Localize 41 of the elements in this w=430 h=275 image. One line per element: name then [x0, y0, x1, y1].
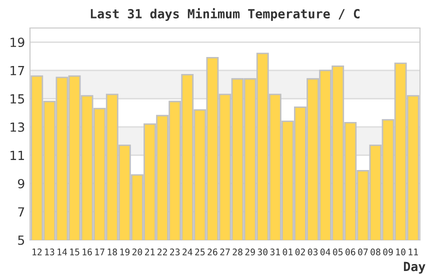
x-tick-label: 29	[245, 248, 255, 256]
y-tick-label: 15	[10, 94, 24, 104]
x-tick-label: 16	[82, 248, 92, 256]
x-tick-label: 22	[158, 248, 167, 256]
x-tick-label: 18	[108, 248, 117, 256]
x-tick-label: 03	[308, 248, 318, 256]
x-tick-label: 10	[396, 248, 406, 256]
x-tick-label: 02	[295, 248, 305, 256]
y-tick-label: 9	[18, 178, 24, 188]
y-tick-label: 17	[10, 66, 24, 76]
y-tick-label: 13	[10, 122, 24, 132]
x-tick-label: 13	[45, 248, 54, 256]
x-tick-label: 11	[408, 248, 418, 256]
x-tick-label: 19	[120, 248, 130, 256]
x-tick-label: 28	[232, 248, 242, 256]
x-tick-label: 05	[333, 248, 343, 256]
x-tick-label: 09	[383, 248, 393, 256]
y-tick-label: 11	[10, 150, 24, 160]
x-tick-label: 17	[95, 248, 104, 256]
x-tick-label: 12	[32, 248, 42, 256]
y-tick-label: 19	[10, 38, 24, 48]
x-tick-label: 26	[208, 248, 218, 256]
x-tick-label: 14	[58, 248, 67, 256]
chart-title: Last 31 days Minimum Temperature / C	[90, 8, 360, 21]
y-tick-label: 5	[18, 236, 24, 245]
x-tick-label: 06	[346, 248, 356, 256]
x-tick-label: 23	[170, 248, 180, 256]
x-tick-label: 27	[220, 248, 230, 256]
x-tick-label: 30	[258, 248, 268, 256]
x-tick-label: 15	[70, 248, 80, 256]
x-tick-label: 04	[320, 248, 330, 256]
x-tick-label: 20	[132, 248, 142, 256]
x-tick-label: 07	[358, 248, 368, 256]
y-tick-label: 7	[18, 207, 24, 216]
x-tick-label: 21	[144, 248, 155, 256]
x-tick-label: 25	[195, 248, 205, 256]
x-axis-title: Day	[404, 262, 426, 274]
x-tick-label: 31	[270, 248, 280, 256]
x-tick-label: 08	[370, 248, 380, 256]
x-tick-label: 24	[182, 248, 192, 256]
x-tick-label: 01	[282, 248, 293, 256]
